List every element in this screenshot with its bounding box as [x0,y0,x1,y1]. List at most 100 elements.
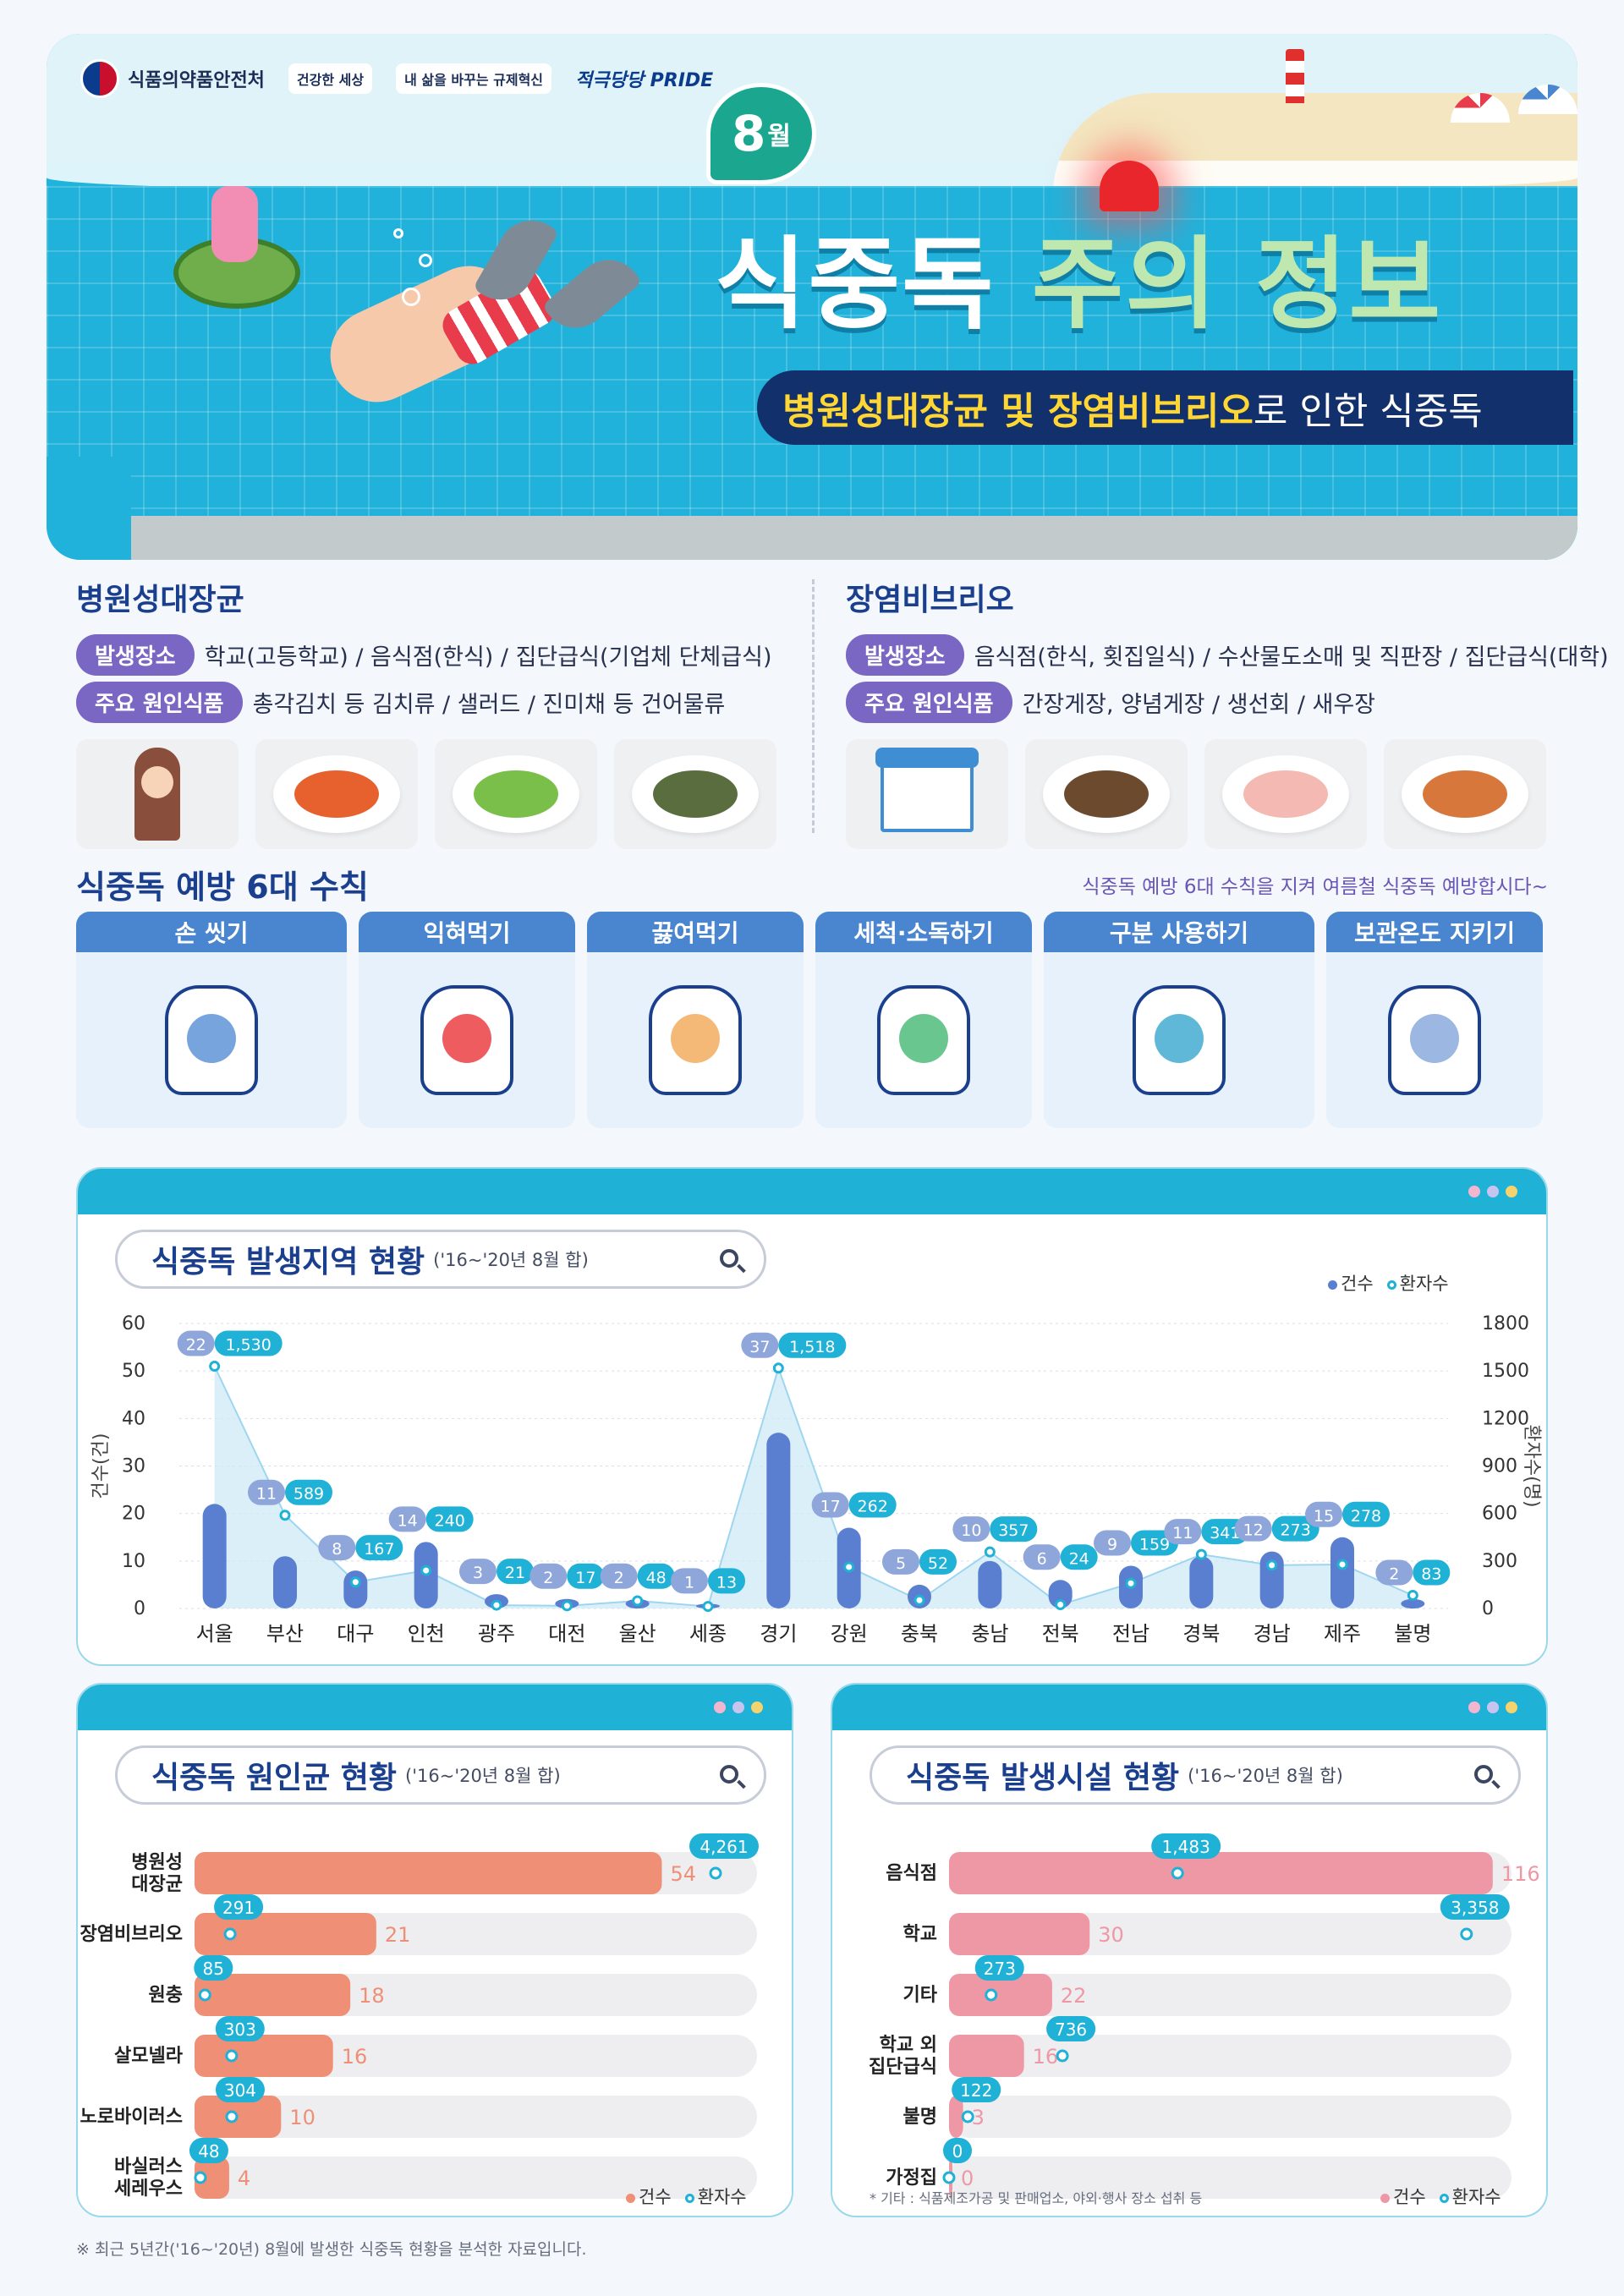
patients-area [214,1366,1413,1608]
bar-전북 [1048,1580,1073,1608]
x-tick-label: 대전 [548,1622,585,1646]
case-value-label: 11 [1172,1524,1193,1543]
patient-point [942,2171,956,2184]
rule-boil: 끓여먹기 [587,912,804,1128]
case-value-label: 8 [332,1540,342,1559]
dried-squid-icon [614,739,776,849]
case-value-label: 30 [1098,1923,1124,1947]
rule-handwash: 손 씻기 [76,912,347,1128]
patient-point-대구 [349,1576,361,1588]
slogan-badge-health: 건강한 세상 [288,63,373,94]
chart-legend: 건수 환자수 [1328,1270,1449,1296]
search-icon[interactable] [720,1249,738,1268]
case-value-label: 14 [398,1511,418,1530]
case-label-bg [671,1568,708,1594]
category-label: 살모넬라 [114,2046,184,2067]
x-tick-label: 서울 [196,1622,233,1646]
case-value-label: 5 [896,1554,906,1573]
patient-label-bg [1440,1894,1510,1920]
patient-point-세종 [702,1601,714,1613]
legend-patients-label: 환자수 [1451,2187,1501,2207]
case-value-label: 2 [1389,1564,1399,1583]
raw-fish-icon [1204,739,1367,849]
patient-point-서울 [209,1361,221,1373]
y-tick-label: 10 [122,1551,145,1572]
case-value-label: 54 [670,1862,696,1886]
patient-value-label: 357 [998,1521,1029,1540]
slogan-badge-regulation: 내 삶을 바꾸는 규제혁신 [396,63,552,94]
patient-value-label: 1,530 [225,1336,271,1355]
x-tick-label: 경북 [1182,1622,1220,1646]
case-value-label: 11 [256,1485,277,1504]
patient-label-bg [1413,1559,1451,1586]
place-value: 음식점(한식, 횟집일식) / 수산물도소매 및 직판장 / 집단급식(대학) [974,644,1609,671]
legend-patients: 환자수 [1439,2184,1501,2209]
patient-point [225,2110,239,2123]
panel-header-bar [78,1685,792,1730]
sanitize-icon [877,985,970,1095]
case-value-label: 18 [359,1984,385,2008]
y-tick-label: 30 [122,1456,145,1477]
category-label: 병원성 [131,1852,183,1873]
patient-value-label: 0 [952,2141,963,2162]
patient-value-label: 52 [928,1554,948,1573]
case-value-label: 0 [961,2167,974,2190]
window-dots [714,1701,763,1713]
category-label: 세레우스 [114,2178,183,2200]
patient-label-bg [1271,1515,1320,1542]
x-tick-label: 제주 [1324,1622,1361,1646]
section-divider [812,579,815,833]
subtitle-highlight: 병원성대장균 및 장염비브리오 [782,390,1254,433]
y2-tick-label: 300 [1482,1551,1517,1572]
patient-value-label: 17 [575,1569,595,1587]
patient-value-label: 83 [1421,1564,1441,1583]
patient-point [985,1988,998,2002]
rule-label: 세척·소독하기 [815,912,1032,952]
soy-crab-icon [1025,739,1188,849]
student-illustration [76,739,239,849]
chart-subtitle: ('16~'20년 8월 합) [433,1250,589,1270]
x-tick-label: 인천 [408,1622,445,1646]
legend-patients: 환자수 [1386,1270,1449,1296]
patient-value-label: 13 [716,1573,737,1592]
bar-부산 [273,1556,297,1608]
x-tick-label: 경기 [760,1622,797,1646]
bar-불명 [1401,1598,1425,1608]
patient-value-label: 85 [203,1959,224,1979]
cause-title: 병원성대장균 [76,583,244,617]
agency-logo: 식품의약품안전처 [80,59,265,98]
patient-point-경북 [1195,1548,1207,1560]
legend-patients-label: 환자수 [1399,1274,1449,1294]
category-label: 학교 [903,1924,937,1945]
patient-label-bg [214,1330,283,1356]
rules-header: 식중독 예방 6대 수칙 식중독 예방 6대 수칙을 지켜 여름철 식중독 예방… [76,861,1548,907]
salad-icon [435,739,597,849]
cause-ecoli-section: 병원성대장균 발생장소 학교(고등학교) / 음식점(한식) / 집단급식(기업… [76,575,804,849]
legend-cases-label: 건수 [639,2187,672,2207]
category-label: 가정집 [886,2167,937,2189]
pathogen-chart: 54 병원성대장균 4,261 21 장염비브리오 291 18 원충 85 16 살모넬라 303 1… [80,1833,759,2200]
food-label: 주요 원인식품 [846,681,1012,723]
girl-illustration [211,186,258,262]
case-value-label: 17 [820,1498,841,1516]
bar-track [195,2096,757,2138]
legend-cases-label: 건수 [1341,1274,1374,1294]
pool-background [47,186,1577,516]
region-chart-title-bar: 식중독 발생지역 현황 ('16~'20년 8월 합) [115,1230,766,1289]
logo-row: 식품의약품안전처 건강한 세상 내 삶을 바꾸는 규제혁신 적극당당 PRIDE [80,59,713,98]
rule-sanitize: 세척·소독하기 [815,912,1032,1128]
y2-axis-label: 환자수(명) [1521,1424,1542,1507]
patient-value-label: 159 [1139,1535,1170,1553]
y-tick-label: 0 [134,1598,145,1619]
case-label-bg [882,1548,919,1575]
search-icon[interactable] [720,1765,738,1784]
case-value-label: 15 [1314,1507,1334,1526]
category-label: 대장균 [131,1874,183,1895]
patient-value-label: 1,483 [1162,1837,1210,1857]
pool-edge [47,457,131,560]
shrimp-icon [1384,739,1546,849]
fish-market-icon [846,739,1008,849]
bubble-icon [419,254,432,267]
patient-point-충남 [984,1546,996,1558]
search-icon[interactable] [1474,1765,1493,1784]
